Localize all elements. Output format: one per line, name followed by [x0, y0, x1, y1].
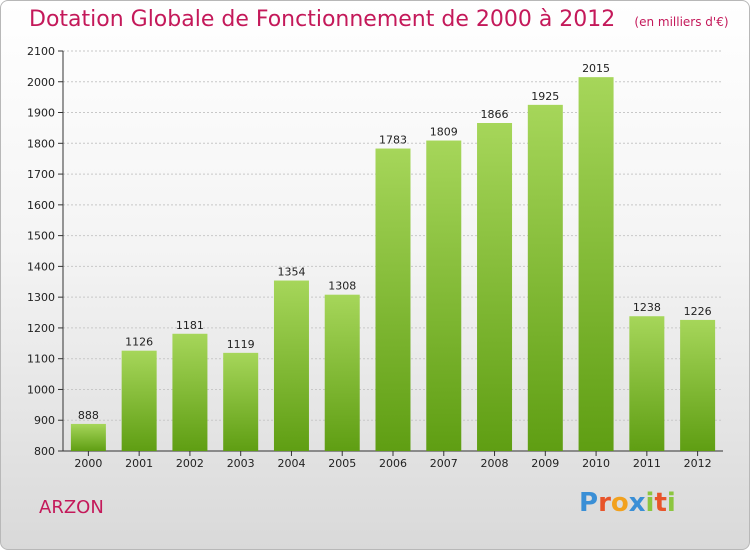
chart-title-text: Dotation Globale de Fonctionnement de 20…	[29, 7, 616, 32]
y-tick-label: 2100	[27, 45, 55, 58]
chart-unit-text: (en milliers d'€)	[634, 15, 729, 29]
logo-letter: i	[645, 488, 655, 518]
y-tick-label: 1000	[27, 383, 55, 396]
y-tick-label: 1600	[27, 199, 55, 212]
bar-2009	[527, 104, 563, 451]
value-label-2000: 888	[78, 409, 99, 422]
y-tick-label: 2000	[27, 76, 55, 89]
value-label-2011: 1238	[633, 301, 661, 314]
x-tick-label: 2011	[633, 457, 661, 470]
y-tick-label: 900	[34, 414, 55, 427]
x-tick-label: 2003	[227, 457, 255, 470]
labels: 800 900 1000 1100 1200 1300 1400 1500 1600 1700 18…	[27, 45, 712, 470]
y-tick-label: 800	[34, 445, 55, 458]
x-tick-label: 2004	[277, 457, 305, 470]
value-label-2003: 1119	[227, 338, 255, 351]
y-tick-label: 1400	[27, 260, 55, 273]
bar-2012	[680, 319, 716, 451]
bar-2007	[426, 140, 462, 452]
y-tick-label: 1700	[27, 168, 55, 181]
x-tick-label: 2006	[379, 457, 407, 470]
bar-2002	[172, 333, 208, 451]
chart-title: Dotation Globale de Fonctionnement de 20…	[29, 7, 729, 32]
value-label-2007: 1809	[430, 126, 458, 139]
value-label-2006: 1783	[379, 134, 407, 147]
bars	[70, 77, 716, 452]
value-label-2004: 1354	[277, 266, 305, 279]
bar-2005	[324, 294, 360, 451]
logo-letter: r	[598, 488, 611, 518]
y-tick-label: 1800	[27, 137, 55, 150]
value-label-2002: 1181	[176, 319, 204, 332]
y-tick-label: 1200	[27, 322, 55, 335]
value-label-2008: 1866	[481, 108, 509, 121]
logo-letter: P	[579, 488, 599, 518]
bar-2000	[70, 423, 106, 451]
proxiti-logo: Proxiti	[579, 488, 676, 518]
logo-letter: i	[666, 488, 676, 518]
value-label-2009: 1925	[531, 90, 559, 103]
x-tick-label: 2007	[430, 457, 458, 470]
x-tick-label: 2012	[684, 457, 712, 470]
bar-2006	[375, 148, 411, 452]
value-label-2005: 1308	[328, 280, 356, 293]
value-label-2001: 1126	[125, 336, 153, 349]
bar-2010	[578, 77, 614, 452]
x-tick-label: 2008	[481, 457, 509, 470]
x-tick-label: 2005	[328, 457, 356, 470]
logo-letter: x	[628, 488, 646, 518]
bar-2003	[223, 352, 259, 451]
bar-2011	[629, 316, 665, 451]
y-tick-label: 1500	[27, 230, 55, 243]
y-tick-label: 1100	[27, 353, 55, 366]
x-tick-label: 2002	[176, 457, 204, 470]
logo-letter: o	[610, 488, 629, 518]
value-label-2010: 2015	[582, 62, 610, 75]
bar-2008	[477, 123, 513, 451]
bar-2004	[273, 280, 309, 451]
x-tick-label: 2010	[582, 457, 610, 470]
x-tick-label: 2001	[125, 457, 153, 470]
x-tick-label: 2009	[531, 457, 559, 470]
commune-name: ARZON	[39, 497, 104, 518]
value-label-2012: 1226	[684, 305, 712, 318]
bar-2001	[121, 350, 157, 451]
x-tick-label: 2000	[74, 457, 102, 470]
y-tick-label: 1900	[27, 107, 55, 120]
logo-letter: t	[654, 488, 667, 518]
y-tick-label: 1300	[27, 291, 55, 304]
